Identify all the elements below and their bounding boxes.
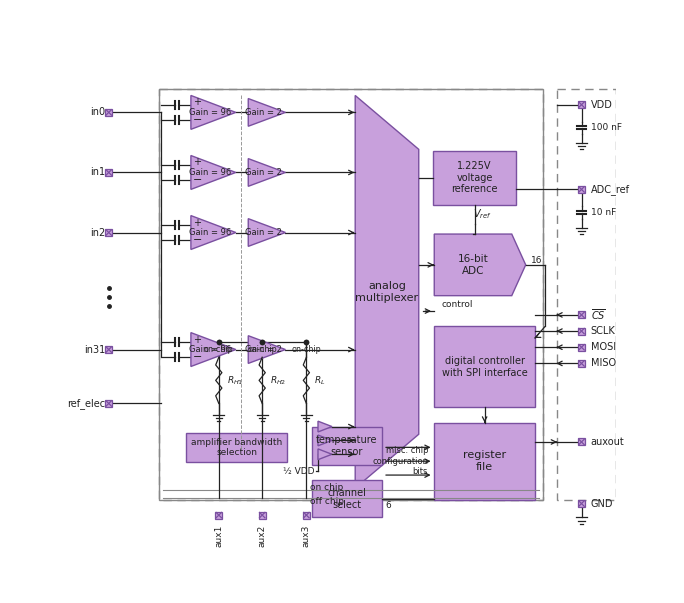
Text: −: − (193, 115, 202, 125)
Text: on-chip: on-chip (204, 345, 234, 354)
Text: Gain = 2: Gain = 2 (246, 168, 282, 177)
Text: $\overline{CS}$: $\overline{CS}$ (591, 308, 606, 323)
Text: −: − (193, 235, 202, 245)
Text: off chip: off chip (311, 497, 344, 506)
Polygon shape (248, 219, 285, 247)
Polygon shape (191, 216, 236, 250)
Text: $R_{H2}$: $R_{H2}$ (270, 374, 287, 387)
Text: aux1: aux1 (214, 525, 223, 547)
Text: 1.225V
voltage
reference: 1.225V voltage reference (451, 161, 498, 194)
Text: temperature
sensor: temperature sensor (316, 435, 378, 456)
Bar (186, 433, 287, 462)
Text: +: + (193, 157, 201, 168)
Bar (105, 229, 112, 236)
Text: SCLK: SCLK (591, 326, 616, 336)
Text: amplifier bandwidth
selection: amplifier bandwidth selection (191, 438, 282, 457)
Text: register
file: register file (463, 450, 506, 472)
Text: +: + (193, 98, 201, 107)
Text: Gain = 96: Gain = 96 (189, 108, 231, 117)
Polygon shape (318, 421, 332, 432)
Polygon shape (191, 156, 236, 189)
Text: GND: GND (591, 499, 614, 508)
Text: on chip: on chip (311, 483, 343, 492)
Polygon shape (248, 159, 285, 186)
Polygon shape (318, 449, 332, 459)
Bar (578, 311, 585, 318)
Text: Gain = 96: Gain = 96 (189, 345, 231, 354)
Text: in0: in0 (90, 107, 105, 118)
Text: 16-bit
ADC: 16-bit ADC (458, 254, 488, 276)
Polygon shape (318, 435, 332, 446)
Bar (259, 511, 265, 519)
Text: Gain = 96: Gain = 96 (189, 168, 231, 177)
Bar (434, 423, 535, 500)
Text: VDD: VDD (591, 99, 613, 110)
Bar (578, 360, 585, 367)
Polygon shape (191, 333, 236, 367)
Text: MOSI: MOSI (591, 343, 616, 352)
Bar (159, 89, 542, 500)
Bar (105, 346, 112, 353)
Polygon shape (355, 95, 419, 488)
Text: channel
select: channel select (327, 488, 366, 510)
Text: Gain = 96: Gain = 96 (189, 228, 231, 237)
Text: +: + (193, 335, 201, 344)
Text: Gain = 2: Gain = 2 (246, 108, 282, 117)
Bar (105, 169, 112, 176)
Bar (578, 186, 585, 193)
Text: aux3: aux3 (302, 525, 311, 547)
Text: misc. chip
configuration
bits: misc. chip configuration bits (372, 446, 428, 476)
Bar (105, 109, 112, 116)
Bar (312, 481, 382, 517)
Bar (557, 89, 616, 500)
Text: 16: 16 (531, 256, 542, 265)
Text: +: + (193, 218, 201, 227)
Text: $V_{ref}$: $V_{ref}$ (473, 207, 492, 221)
Text: 6: 6 (385, 500, 391, 510)
Bar (105, 400, 112, 407)
Text: $R_{H1}$: $R_{H1}$ (226, 374, 243, 387)
Text: Gain = 2: Gain = 2 (246, 228, 282, 237)
Text: digital controller
with SPI interface: digital controller with SPI interface (442, 356, 527, 377)
Bar (312, 426, 382, 465)
Text: Gain = 2: Gain = 2 (246, 345, 282, 354)
Polygon shape (191, 95, 236, 129)
Text: ADC_ref: ADC_ref (591, 184, 630, 195)
Bar (578, 344, 585, 351)
Bar (578, 500, 585, 507)
Bar (578, 438, 585, 446)
Bar (215, 511, 222, 519)
Text: 100 nF: 100 nF (591, 123, 622, 132)
Bar (433, 151, 516, 205)
Text: MISO: MISO (591, 358, 616, 368)
Text: analog
multiplexer: analog multiplexer (356, 281, 419, 303)
Text: 10 nF: 10 nF (591, 208, 616, 217)
Polygon shape (248, 98, 285, 126)
Text: control: control (442, 300, 473, 309)
Text: in2: in2 (90, 227, 105, 238)
Text: in1: in1 (90, 168, 105, 177)
Text: aux2: aux2 (258, 525, 267, 546)
Bar (303, 511, 310, 519)
Text: ref_elec: ref_elec (68, 398, 105, 409)
Bar (159, 89, 542, 500)
Text: auxout: auxout (591, 437, 624, 447)
Polygon shape (248, 336, 285, 364)
Bar (434, 326, 535, 407)
Bar (578, 101, 585, 108)
Text: $R_L$: $R_L$ (314, 374, 326, 387)
Bar (578, 327, 585, 335)
Polygon shape (434, 234, 526, 295)
Text: on-chip: on-chip (248, 345, 277, 354)
Text: −: − (193, 175, 202, 185)
Text: on-chip: on-chip (291, 345, 321, 354)
Text: ½ VDD: ½ VDD (282, 467, 314, 476)
Text: −: − (193, 352, 202, 362)
Text: in31: in31 (84, 344, 105, 355)
